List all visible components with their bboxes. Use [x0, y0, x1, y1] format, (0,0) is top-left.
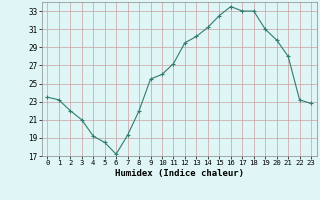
X-axis label: Humidex (Indice chaleur): Humidex (Indice chaleur)	[115, 169, 244, 178]
